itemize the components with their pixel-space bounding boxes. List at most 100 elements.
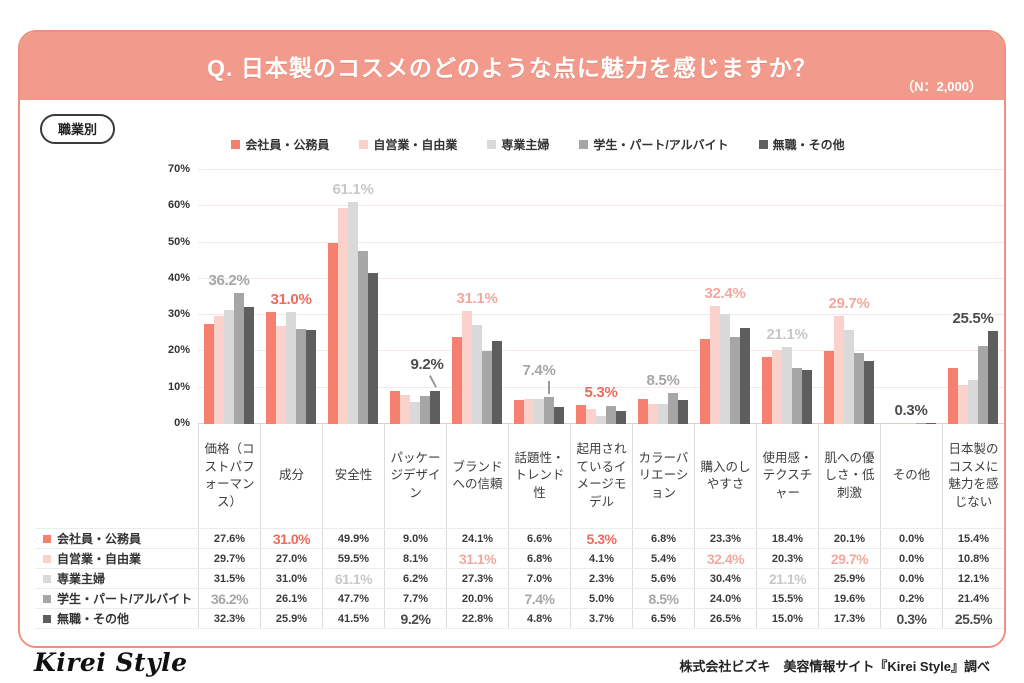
bar <box>224 309 234 424</box>
legend-item: 学生・パート/アルバイト <box>579 136 729 153</box>
table-header-cell: パッケージデザイン <box>384 424 446 528</box>
table-cell: 4.8% <box>508 609 570 628</box>
bar <box>762 357 772 424</box>
bar <box>834 316 844 424</box>
table-cell: 6.8% <box>632 529 694 548</box>
bar-value-callout: 31.1% <box>456 290 498 308</box>
table-header-cell: 成分 <box>260 424 322 528</box>
table-cell: 0.3% <box>880 609 942 628</box>
legend-swatch <box>579 140 589 149</box>
bar <box>338 208 348 424</box>
bar <box>792 367 802 424</box>
table-cell: 15.4% <box>942 529 1004 548</box>
table-cell: 5.0% <box>570 589 632 608</box>
bar <box>968 380 978 424</box>
bar <box>864 361 874 424</box>
table-cell: 6.2% <box>384 569 446 588</box>
plot-area: 36.2% 31.0% 61.1% 9.2% 31.1% 7.4% 5.3% 8.5% 32.4… <box>198 169 1004 424</box>
table-cell: 7.7% <box>384 589 446 608</box>
row-name: 自営業・自由業 <box>57 552 142 566</box>
bar <box>730 336 740 424</box>
bar <box>740 327 750 424</box>
row-name: 無職・その他 <box>57 612 130 626</box>
row-swatch <box>43 594 51 603</box>
table-cell: 20.0% <box>446 589 508 608</box>
row-swatch <box>43 614 51 623</box>
row-swatch <box>43 554 51 563</box>
header-banner: Q. 日本製のコスメのどのような点に魅力を感じますか？ （N：2,000） <box>20 32 1004 100</box>
bar-value-callout: 21.1% <box>766 326 808 344</box>
table-cell: 61.1% <box>322 569 384 588</box>
table-cell: 0.0% <box>880 529 942 548</box>
bar-value-callout: 7.4% <box>522 362 556 380</box>
bar <box>544 397 554 424</box>
bar <box>772 350 782 424</box>
table-cell: 15.5% <box>756 589 818 608</box>
bar <box>452 336 462 424</box>
legend-swatch <box>487 140 497 149</box>
bar <box>586 409 596 424</box>
bar <box>926 422 936 424</box>
chart-legend: 会社員・公務員 自営業・自由業 専業主婦 学生・パート/アルバイト 無職・その他 <box>46 136 1004 153</box>
bar-value-callout: 5.3% <box>584 383 618 401</box>
bar <box>978 346 988 424</box>
bar <box>596 415 606 424</box>
bar <box>710 306 720 424</box>
bar <box>948 368 958 424</box>
table-header-cell: 購入のしやすさ <box>694 424 756 528</box>
table-row: 学生・パート/アルバイト 36.2% 26.1% 47.7% 7.7% 20.0% 7.4%… <box>35 588 1004 608</box>
table-cell: 4.1% <box>570 549 632 568</box>
bar <box>296 329 306 424</box>
grid-line <box>198 277 1004 279</box>
bar <box>658 403 668 424</box>
bar <box>802 369 812 424</box>
page-title: Q. 日本製のコスメのどのような点に魅力を感じますか？ <box>207 55 817 81</box>
legend-label: 無職・その他 <box>772 138 845 152</box>
bar <box>400 394 410 424</box>
bar <box>638 399 648 424</box>
bar <box>854 352 864 424</box>
bar <box>266 311 276 424</box>
table-cell: 17.3% <box>818 609 880 628</box>
bar <box>958 384 968 424</box>
row-name: 学生・パート/アルバイト <box>57 592 193 606</box>
table-cell: 20.1% <box>818 529 880 548</box>
table-cell: 24.0% <box>694 589 756 608</box>
y-axis-tick-label: 50% <box>167 235 190 248</box>
table-cell: 5.3% <box>570 529 632 548</box>
bar <box>368 273 378 424</box>
table-cell: 31.0% <box>260 569 322 588</box>
legend-swatch <box>359 140 369 149</box>
bar <box>606 405 616 424</box>
bar <box>358 250 368 424</box>
bar <box>244 306 254 424</box>
callout-leader-line <box>429 375 437 388</box>
table-cell: 26.5% <box>694 609 756 628</box>
bar <box>824 351 834 424</box>
bar <box>514 400 524 424</box>
table-row: 無職・その他 32.3% 25.9% 41.5% 9.2% 22.8% 4.8% 3.7% 6.… <box>35 608 1004 629</box>
legend-swatch <box>758 140 768 149</box>
table-row: 自営業・自由業 29.7% 27.0% 59.5% 8.1% 31.1% 6.8% 4.1% 5… <box>35 548 1004 568</box>
legend-item: 無職・その他 <box>758 136 845 153</box>
bar-value-callout: 32.4% <box>704 285 746 303</box>
bar <box>988 331 998 424</box>
row-label: 学生・パート/アルバイト <box>35 589 198 608</box>
grid-line <box>198 314 1004 316</box>
table-cell: 21.1% <box>756 569 818 588</box>
y-axis-tick-label: 70% <box>167 163 190 175</box>
row-label: 会社員・公務員 <box>35 529 198 548</box>
segment-badge: 職業別 <box>40 114 116 144</box>
table-cell: 30.4% <box>694 569 756 588</box>
table-cell: 7.0% <box>508 569 570 588</box>
row-name: 専業主婦 <box>57 572 106 586</box>
legend-label: 専業主婦 <box>501 138 550 152</box>
table-cell: 31.1% <box>446 549 508 568</box>
bar <box>616 410 626 424</box>
bar <box>430 390 440 424</box>
table-cell: 36.2% <box>198 589 260 608</box>
table-header-cell: カラーバリエーション <box>632 424 694 528</box>
bar <box>204 323 214 424</box>
table-cell: 7.4% <box>508 589 570 608</box>
